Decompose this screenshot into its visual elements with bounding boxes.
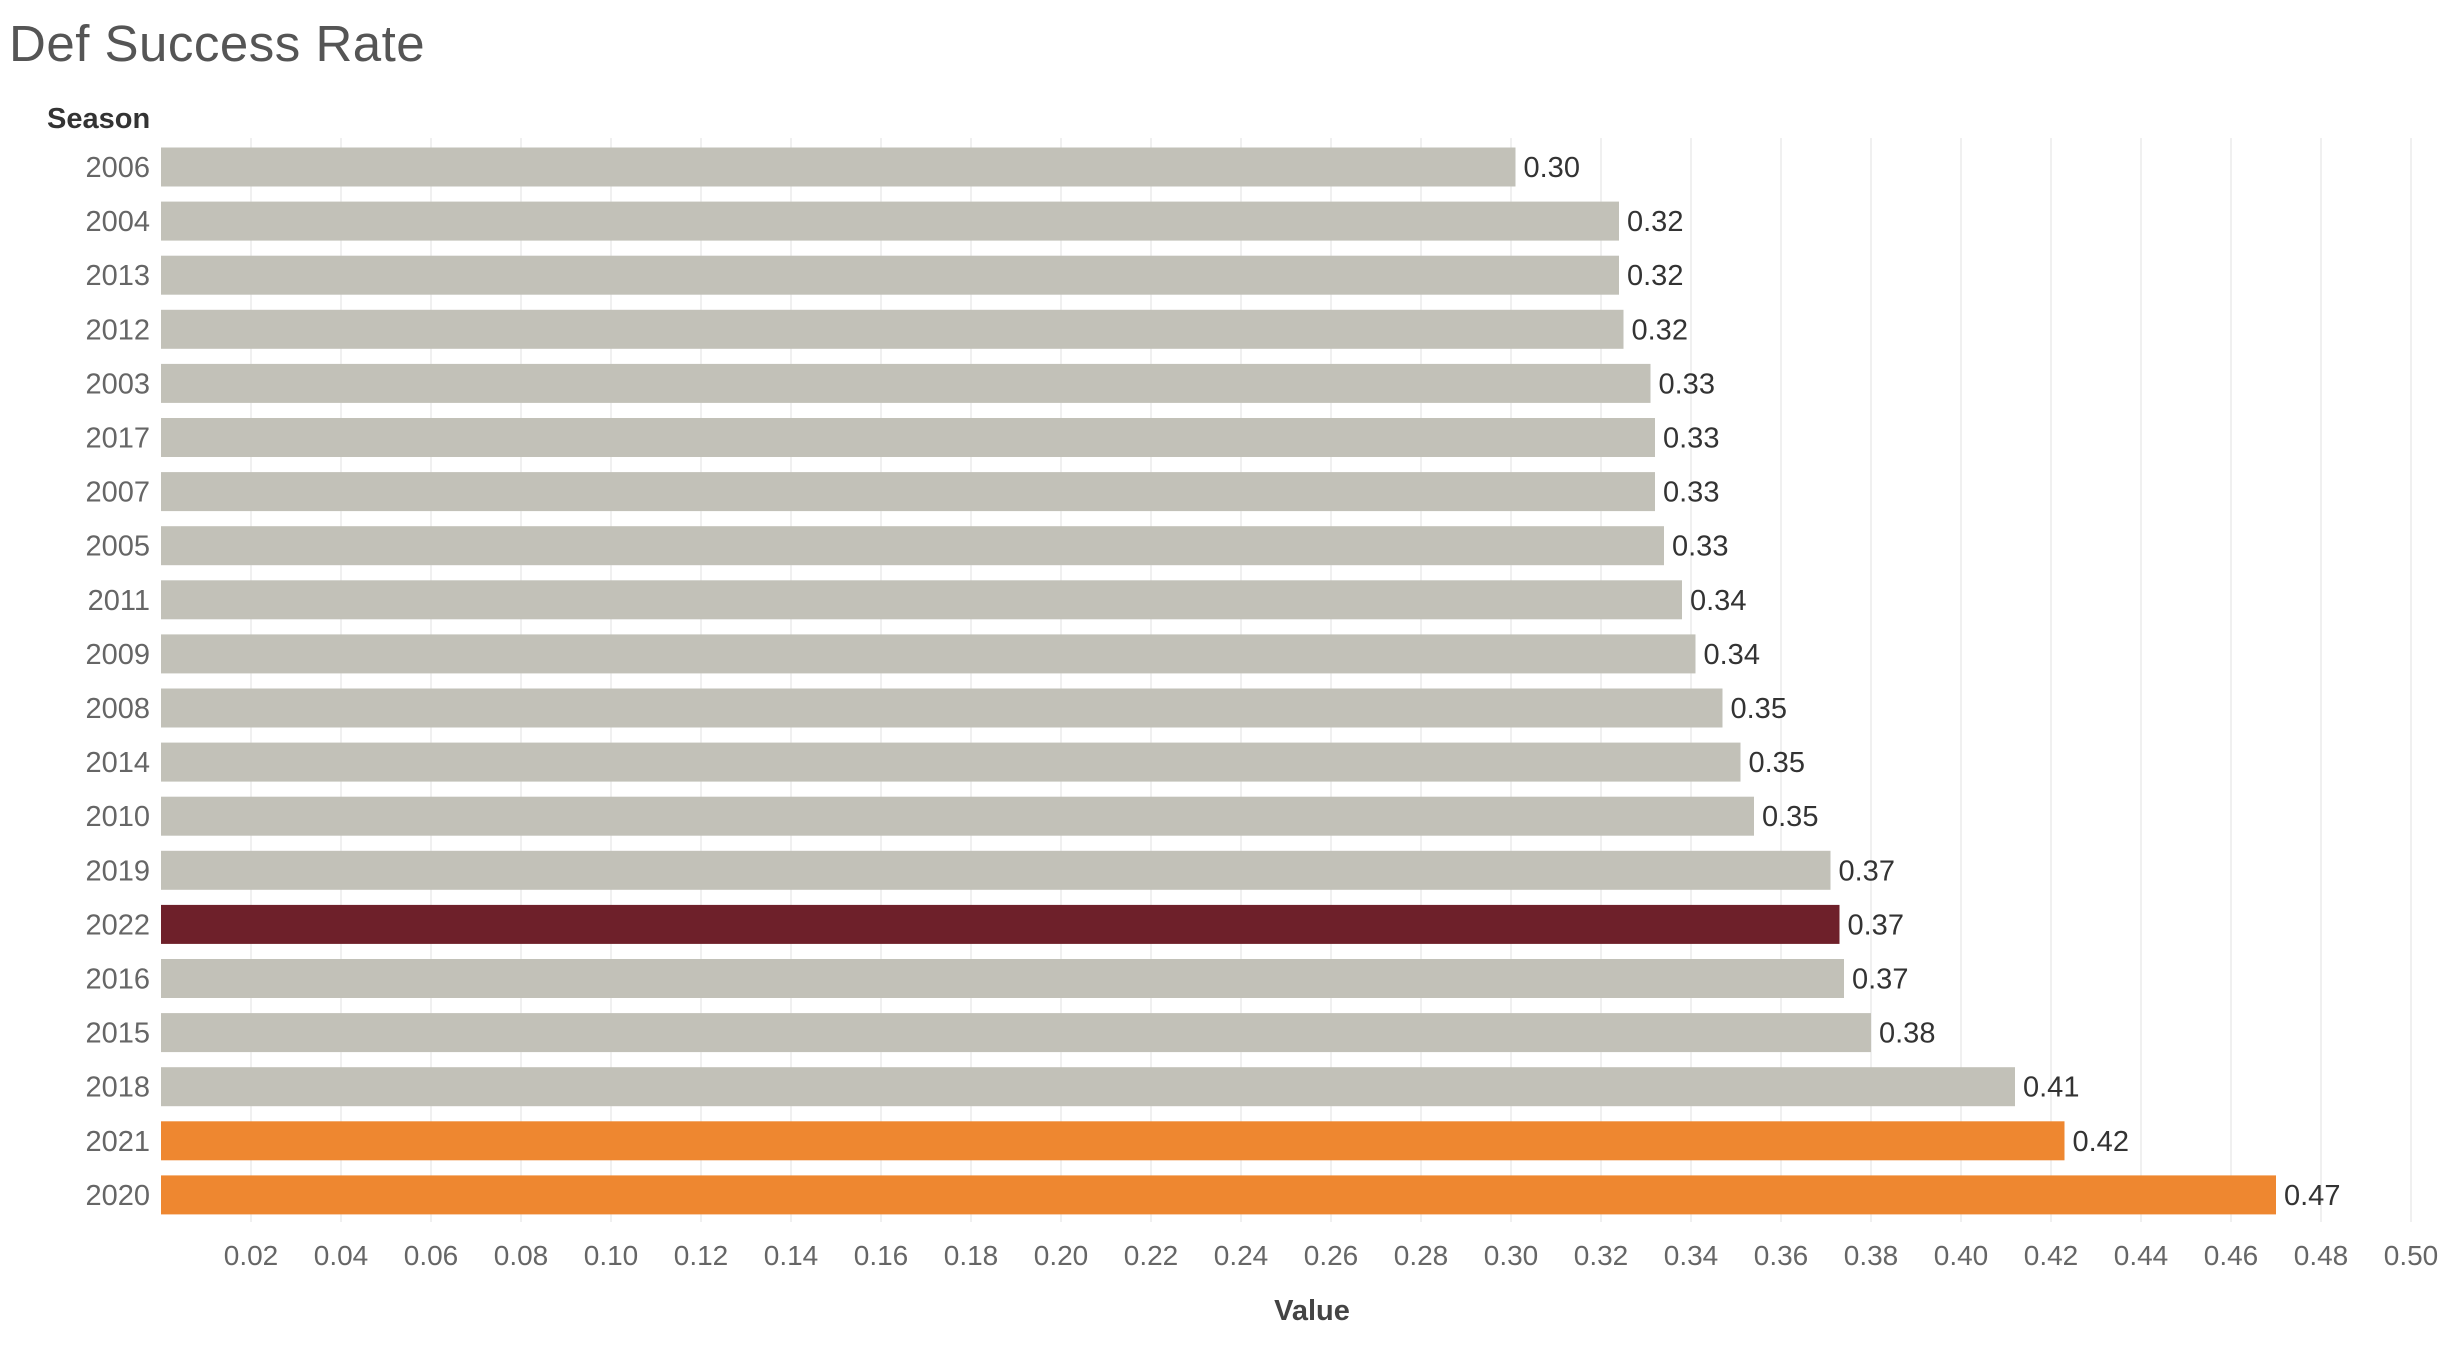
x-tick-label: 0.18: [944, 1240, 999, 1271]
x-tick-label: 0.46: [2204, 1240, 2259, 1271]
category-label: 2018: [85, 1072, 150, 1104]
data-label: 0.37: [1848, 909, 1904, 941]
data-label: 0.33: [1663, 477, 1719, 509]
x-tick-label: 0.06: [404, 1240, 459, 1271]
bar[interactable]: [161, 1013, 1871, 1053]
x-tick-label: 0.08: [494, 1240, 549, 1271]
category-label: 2004: [85, 206, 150, 238]
x-tick-label: 0.30: [1484, 1240, 1539, 1271]
bar[interactable]: [161, 309, 1624, 349]
x-tick-label: 0.44: [2114, 1240, 2169, 1271]
data-label: 0.32: [1632, 314, 1688, 346]
x-tick-label: 0.02: [224, 1240, 279, 1271]
x-axis-ticks: 0.02 0.04 0.06 0.08 0.10 0.12 0.14 0.16 0.18 0.20…: [224, 1240, 2439, 1271]
bar[interactable]: [161, 418, 1655, 457]
bar[interactable]: [161, 742, 1741, 782]
category-label: 2020: [85, 1180, 150, 1212]
data-label: 0.42: [2073, 1126, 2129, 1158]
category-label: 2012: [85, 314, 150, 346]
data-label: 0.32: [1627, 260, 1683, 292]
category-label: 2016: [85, 964, 150, 996]
x-tick-label: 0.20: [1034, 1240, 1089, 1271]
bar[interactable]: [161, 147, 1516, 187]
x-tick-label: 0.50: [2384, 1240, 2439, 1271]
bar[interactable]: [161, 1067, 2015, 1107]
category-label: 2009: [85, 639, 150, 671]
row-header-season: Season: [47, 103, 150, 135]
category-label: 2011: [88, 585, 150, 617]
bar[interactable]: [161, 526, 1664, 566]
x-tick-label: 0.38: [1844, 1240, 1899, 1271]
data-label: 0.47: [2284, 1180, 2340, 1212]
bar[interactable]: [161, 796, 1754, 836]
data-label: 0.34: [1704, 639, 1760, 671]
x-tick-label: 0.16: [854, 1240, 909, 1271]
x-axis-title: Value: [1274, 1295, 1350, 1327]
category-label: 2021: [85, 1126, 150, 1158]
bar[interactable]: [161, 904, 1840, 944]
bar[interactable]: [161, 688, 1723, 728]
data-label: 0.38: [1879, 1018, 1935, 1050]
bar[interactable]: [161, 472, 1655, 512]
data-label: 0.37: [1839, 855, 1895, 887]
x-tick-label: 0.36: [1754, 1240, 1809, 1271]
data-label: 0.35: [1749, 747, 1805, 779]
x-tick-label: 0.42: [2024, 1240, 2079, 1271]
x-tick-label: 0.22: [1124, 1240, 1179, 1271]
category-label: 2014: [85, 747, 150, 779]
bar[interactable]: [161, 580, 1682, 620]
category-label: 2006: [85, 152, 150, 184]
category-label: 2022: [85, 909, 150, 941]
data-label: 0.32: [1627, 206, 1683, 238]
x-tick-label: 0.04: [314, 1240, 369, 1271]
data-label: 0.34: [1690, 585, 1746, 617]
category-label: 2010: [85, 801, 150, 833]
data-label: 0.30: [1524, 152, 1580, 184]
category-label: 2019: [85, 855, 150, 887]
data-label: 0.41: [2023, 1072, 2079, 1104]
bar[interactable]: [161, 634, 1696, 674]
category-label: 2017: [85, 423, 150, 455]
x-tick-label: 0.34: [1664, 1240, 1719, 1271]
data-label: 0.35: [1731, 693, 1787, 725]
bar[interactable]: [161, 959, 1844, 998]
bar[interactable]: [161, 363, 1651, 403]
category-label: 2015: [85, 1018, 150, 1050]
x-tick-label: 0.48: [2294, 1240, 2349, 1271]
x-tick-label: 0.24: [1214, 1240, 1269, 1271]
x-tick-label: 0.10: [584, 1240, 639, 1271]
bars: [161, 147, 2276, 1215]
data-label: 0.33: [1663, 423, 1719, 455]
x-tick-label: 0.14: [764, 1240, 819, 1271]
grid-lines: [250, 138, 2412, 1222]
data-label: 0.35: [1762, 801, 1818, 833]
category-label: 2013: [85, 260, 150, 292]
chart-title: Def Success Rate: [9, 15, 426, 72]
x-tick-label: 0.26: [1304, 1240, 1359, 1271]
data-label: 0.33: [1672, 531, 1728, 563]
category-label: 2008: [85, 693, 150, 725]
category-label: 2007: [85, 477, 150, 509]
category-label: 2005: [85, 531, 150, 563]
data-label: 0.33: [1659, 368, 1715, 400]
bar[interactable]: [161, 1121, 2065, 1161]
bar[interactable]: [161, 255, 1619, 295]
x-tick-label: 0.40: [1934, 1240, 1989, 1271]
bar[interactable]: [161, 1175, 2276, 1215]
x-tick-label: 0.12: [674, 1240, 729, 1271]
x-tick-label: 0.32: [1574, 1240, 1629, 1271]
category-labels: 2006 2004 2013 2012 2003 2017 2007 2005 2011 2009…: [85, 152, 150, 1212]
data-labels: 0.30 0.32 0.32 0.32 0.33 0.33 0.33 0.33 0.34 0.34…: [1524, 152, 2341, 1212]
data-label: 0.37: [1852, 964, 1908, 996]
bar[interactable]: [161, 850, 1831, 890]
category-label: 2003: [85, 368, 150, 400]
x-tick-label: 0.28: [1394, 1240, 1449, 1271]
bar[interactable]: [161, 201, 1619, 241]
